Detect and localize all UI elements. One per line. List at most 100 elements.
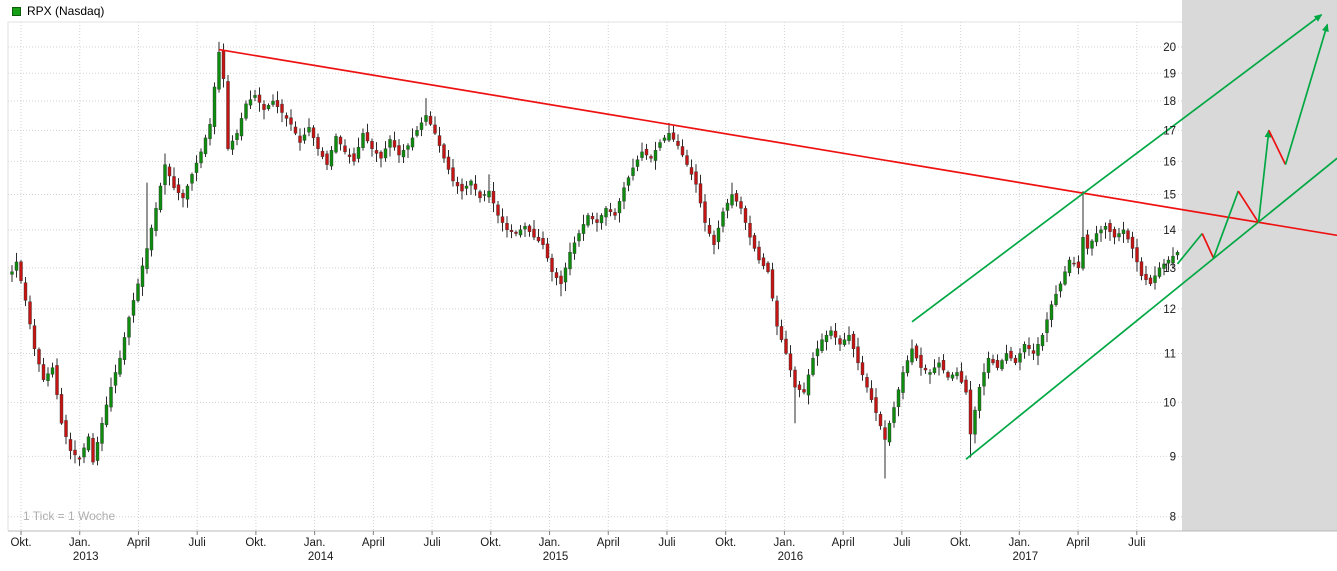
candle [46, 373, 50, 381]
candle [1112, 229, 1117, 238]
candle [194, 162, 199, 173]
candle [248, 99, 253, 106]
candle [311, 127, 316, 139]
candle [689, 167, 694, 175]
candle [1171, 255, 1175, 264]
candle [1058, 283, 1063, 292]
x-axis-month-label: April [362, 537, 385, 549]
candle [113, 372, 118, 386]
candle [127, 317, 131, 338]
candle [617, 201, 622, 214]
y-axis-tick-label: 20 [1163, 42, 1176, 54]
projection-segment-up [1257, 129, 1272, 223]
candle [271, 100, 275, 105]
candle [239, 118, 244, 137]
candle [1166, 259, 1171, 264]
candle [928, 372, 932, 375]
candle [1009, 350, 1013, 359]
candle [32, 325, 37, 350]
tick-interval-note: 1 Tick = 1 Woche [23, 509, 116, 523]
candle [1045, 319, 1049, 333]
candle [176, 184, 181, 193]
candle [325, 153, 329, 165]
candle [104, 404, 109, 426]
candle [676, 140, 680, 146]
x-axis-year-label: 2014 [308, 551, 334, 563]
candle [874, 397, 878, 413]
y-axis-tick-label: 10 [1163, 397, 1176, 409]
candle [968, 389, 973, 435]
candle [109, 386, 113, 408]
candle [950, 374, 955, 379]
candle [496, 204, 500, 216]
candle [77, 457, 82, 460]
candle [527, 225, 532, 232]
candle [824, 334, 829, 343]
candle [851, 333, 856, 350]
candle [433, 124, 437, 134]
candle [860, 362, 865, 376]
candle [788, 353, 793, 371]
projection-segment-down [1268, 129, 1287, 165]
candle [991, 359, 995, 364]
candle [86, 436, 91, 451]
candle [338, 136, 343, 145]
candle [775, 300, 779, 327]
candle [1049, 304, 1054, 320]
candle [82, 447, 86, 458]
trendlines-group [218, 14, 1337, 460]
candle [905, 360, 910, 374]
gridlines [8, 22, 1182, 531]
candle [1162, 263, 1166, 269]
candle [509, 230, 514, 232]
candle [392, 140, 397, 148]
y-axis-labels: 8 9 10 11 12 13 14 15 16 17 18 19 20 [1163, 42, 1176, 524]
candle [149, 227, 154, 251]
candle [577, 233, 581, 242]
candle [896, 389, 901, 408]
candle [356, 146, 361, 159]
candle [883, 427, 887, 440]
candle [37, 349, 41, 365]
candle [599, 215, 604, 224]
candle [572, 242, 577, 254]
candle [275, 100, 280, 107]
candle [545, 243, 550, 259]
candle [226, 81, 230, 149]
x-axis-month-label: Jan. [304, 537, 326, 549]
candle [217, 51, 221, 90]
candle [667, 133, 671, 141]
y-axis-tick-label: 15 [1163, 189, 1176, 201]
candle [244, 103, 248, 119]
candle [347, 154, 352, 157]
candle [185, 185, 190, 200]
candle [802, 389, 806, 393]
x-axis-month-label: April [832, 537, 855, 549]
y-axis-tick-label: 13 [1163, 263, 1176, 275]
candle [1153, 275, 1157, 283]
candle [829, 330, 833, 336]
candle [163, 164, 167, 186]
candle [1103, 225, 1108, 230]
candle [878, 414, 883, 427]
candle [1036, 344, 1040, 356]
candle [604, 208, 608, 218]
candle [374, 150, 379, 154]
x-axis-year-label: 2015 [543, 551, 569, 563]
candle [662, 137, 667, 141]
candle [212, 86, 217, 127]
candle [1027, 344, 1031, 350]
candle [892, 407, 896, 423]
candle [671, 132, 676, 140]
candle [145, 248, 149, 269]
candle [941, 359, 946, 371]
candle [95, 442, 100, 461]
projection-segment-up [1284, 23, 1329, 165]
candle [653, 150, 658, 161]
candle [919, 354, 923, 368]
candle [478, 191, 482, 199]
candle [1099, 229, 1103, 234]
candle [370, 141, 374, 149]
candle [1135, 247, 1139, 263]
candle [685, 155, 689, 165]
